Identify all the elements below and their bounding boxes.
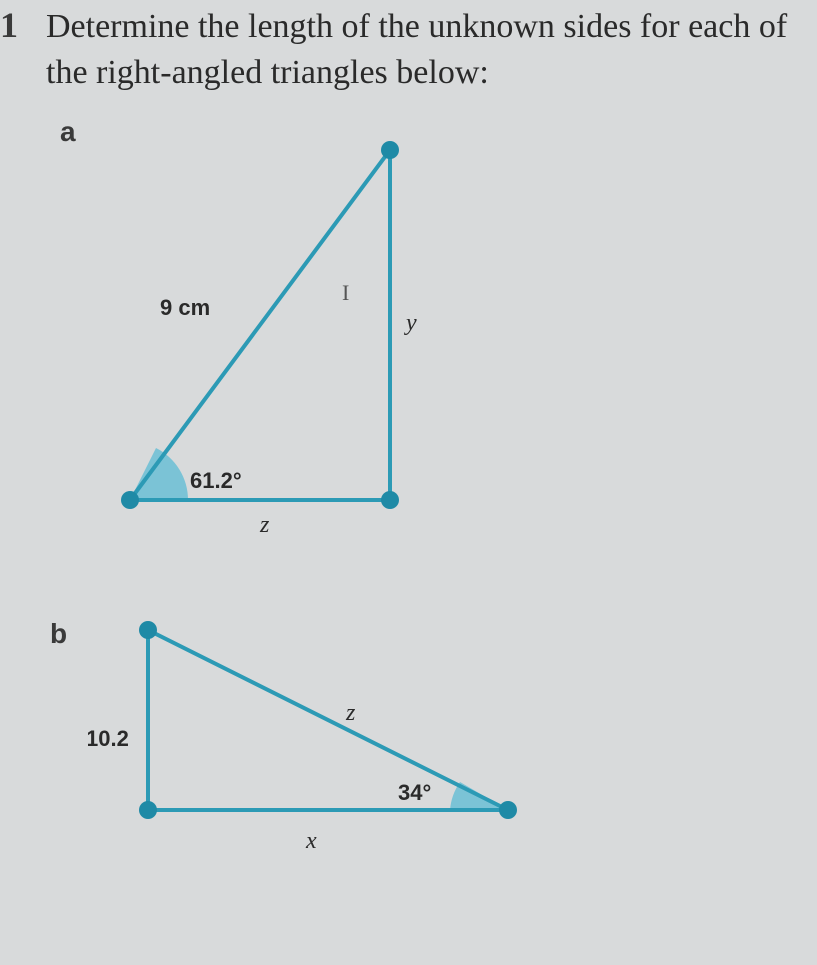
vertex-b-bl xyxy=(139,801,157,819)
hypotenuse-label-a: 9 cm xyxy=(160,295,210,320)
opposite-label-b: 10.2 xyxy=(88,726,129,751)
triangle-b-outline xyxy=(148,630,508,810)
vertex-a-br xyxy=(381,491,399,509)
ink-mark-a: I xyxy=(342,280,349,305)
adjacent-label-a: z xyxy=(259,512,270,538)
part-b-label: b xyxy=(50,618,67,650)
vertex-b-br xyxy=(499,801,517,819)
triangle-a-outline xyxy=(130,150,390,500)
angle-label-b: 34° xyxy=(398,780,431,805)
opposite-label-a: y xyxy=(404,310,417,336)
vertex-a-bl xyxy=(121,491,139,509)
adjacent-label-b: x xyxy=(305,828,317,854)
angle-label-a: 61.2° xyxy=(190,468,242,493)
page: 1 Determine the length of the unknown si… xyxy=(0,0,817,965)
part-a-label: a xyxy=(60,116,76,148)
hypotenuse-label-b: z xyxy=(345,700,356,726)
vertex-a-top xyxy=(381,141,399,159)
triangle-a: 9 cm I y z 61.2° xyxy=(90,120,510,550)
question-text: Determine the length of the unknown side… xyxy=(46,4,809,96)
angle-arc-a xyxy=(130,448,188,500)
question-number: 1 xyxy=(0,4,18,46)
triangle-b: 10.2 z x 34° xyxy=(88,600,608,870)
vertex-b-top xyxy=(139,621,157,639)
